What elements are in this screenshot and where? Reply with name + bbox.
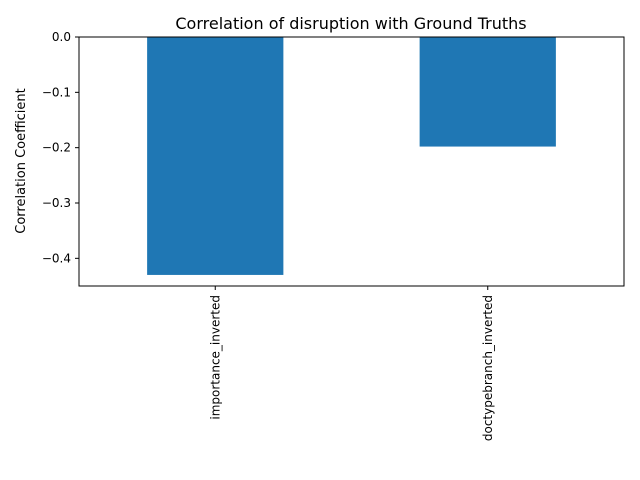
x-tick-label: doctypebranch_inverted [481,295,495,441]
y-tick-label: −0.3 [42,196,71,210]
chart-title: Correlation of disruption with Ground Tr… [175,14,526,33]
y-tick-label: −0.4 [42,251,71,265]
x-axis: importance_inverted doctypebranch_inverte… [208,286,495,441]
plot-frame [78,36,625,287]
bars-group [147,37,556,275]
bar-doctypebranch_inverted [419,37,556,147]
y-tick-label: −0.2 [42,141,71,155]
y-tick-label: 0.0 [52,30,71,44]
x-tick-label: importance_inverted [208,295,222,420]
y-axis: 0.0 −0.1 −0.2 −0.3 −0.4 [42,30,79,265]
y-axis-label: Correlation Coefficient [14,88,29,234]
bar-importance_inverted [147,37,284,275]
y-tick-label: −0.1 [42,85,71,99]
